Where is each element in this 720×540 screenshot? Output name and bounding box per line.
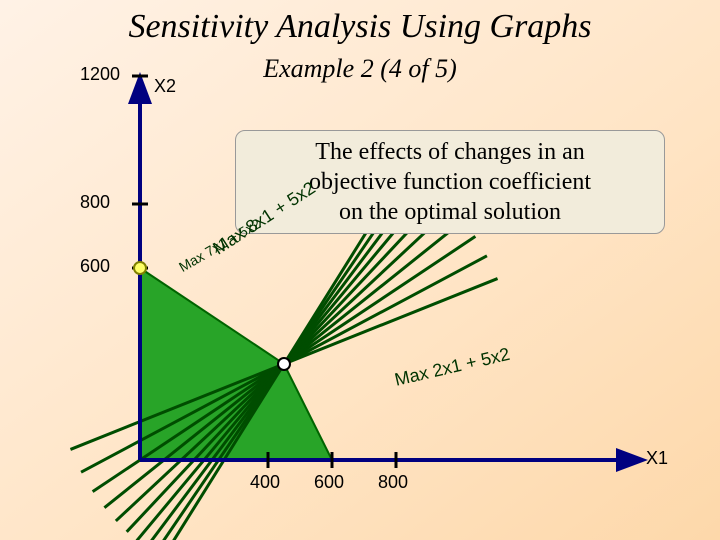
explanation-line-2: objective function coefficient <box>309 169 591 195</box>
y-tick-1200: 1200 <box>80 64 120 85</box>
x-tick-400: 400 <box>250 472 280 493</box>
explanation-line-3: on the optimal solution <box>339 199 561 225</box>
y-tick-600: 600 <box>80 256 110 277</box>
x-axis-label: X1 <box>646 448 668 469</box>
y-axis-label: X2 <box>154 76 176 97</box>
x-tick-600: 600 <box>314 472 344 493</box>
x-tick-800: 800 <box>378 472 408 493</box>
slide: Sensitivity Analysis Using Graphs Exampl… <box>0 0 720 540</box>
explanation-line-1: The effects of changes in an <box>315 139 584 165</box>
y-tick-800: 800 <box>80 192 110 213</box>
